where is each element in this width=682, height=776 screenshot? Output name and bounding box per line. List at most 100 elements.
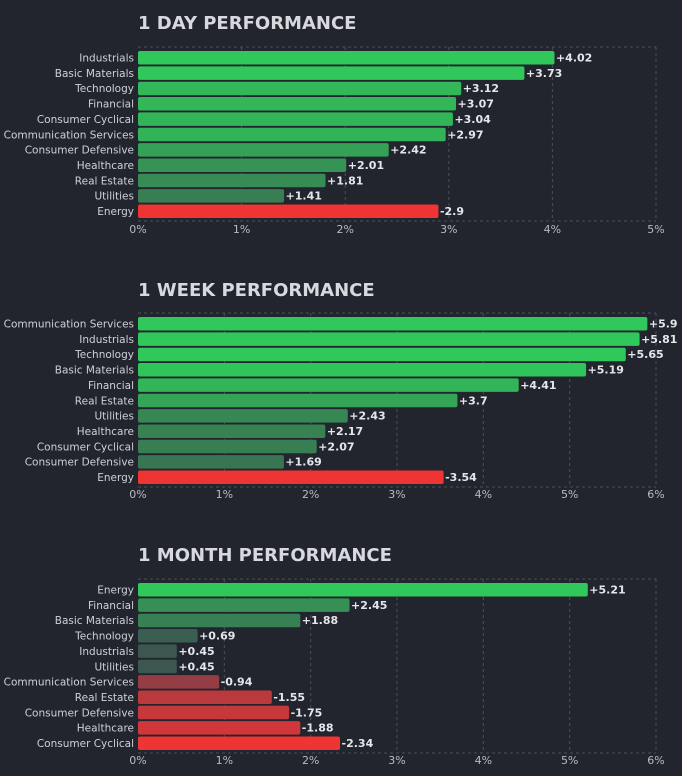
bar-industrials[interactable] [138,644,177,658]
category-label: Consumer Cyclical [37,738,134,750]
category-label: Utilities [94,411,134,423]
bar-technology[interactable] [138,347,626,362]
value-label: +1.81 [327,174,363,187]
bar-consumer-defensive[interactable] [138,705,290,720]
chart-panel-1: 1 DAY PERFORMANCE 0% 1% 2% 3% 4% 5% Industrials… [4,13,665,236]
category-label: Real Estate [75,175,134,187]
bar-communication-services[interactable] [138,675,220,689]
value-label: +2.45 [351,599,387,612]
value-label: +2.17 [327,425,363,438]
value-label: +5.21 [589,584,625,597]
value-label: +5.19 [588,364,624,377]
value-label: +5.65 [627,348,663,361]
chart-title: 1 MONTH PERFORMANCE [138,545,392,566]
bar-energy[interactable] [138,204,439,219]
bar-basic-materials[interactable] [138,66,525,80]
category-label: Consumer Defensive [25,707,134,719]
value-label: +0.69 [199,630,235,643]
category-label: Healthcare [77,723,134,735]
value-label: +5.9 [649,318,678,331]
bar-real-estate[interactable] [138,393,458,408]
x-tick-label: 4% [544,223,561,236]
category-label: Utilities [94,191,134,203]
x-tick-label: 0% [129,223,146,236]
x-tick-label: 6% [647,754,664,767]
value-label: -1.88 [302,722,334,735]
value-label: +5.81 [641,333,677,346]
bar-financial[interactable] [138,97,457,111]
x-tick-label: 1% [216,488,233,501]
x-tick-label: 3% [440,223,457,236]
category-label: Financial [88,99,134,111]
bar-real-estate[interactable] [138,173,326,188]
category-label: Communication Services [4,677,134,689]
bar-financial[interactable] [138,598,350,612]
value-label: -3.54 [445,471,477,484]
bar-basic-materials[interactable] [138,613,301,628]
value-label: +4.41 [520,379,556,392]
category-label: Consumer Cyclical [37,114,134,126]
bar-utilities[interactable] [138,189,285,203]
x-tick-label: 2% [336,223,353,236]
bar-consumer-cyclical[interactable] [138,112,453,126]
value-label: +1.69 [285,456,321,469]
x-tick-label: 4% [475,488,492,501]
category-label: Real Estate [75,692,134,704]
category-label: Healthcare [77,426,134,438]
bar-technology[interactable] [138,629,198,643]
x-tick-label: 5% [561,488,578,501]
bar-technology[interactable] [138,81,462,96]
category-label: Industrials [79,53,134,65]
bar-consumer-cyclical[interactable] [138,736,341,751]
x-tick-label: 0% [129,754,146,767]
value-label: +3.04 [454,113,491,126]
bar-consumer-defensive[interactable] [138,143,389,157]
category-label: Energy [97,206,134,218]
value-label: -0.94 [221,676,253,689]
category-label: Energy [97,472,134,484]
bar-healthcare[interactable] [138,721,301,735]
bar-healthcare[interactable] [138,158,347,172]
category-label: Consumer Cyclical [37,441,134,453]
x-tick-label: 5% [561,754,578,767]
x-tick-label: 1% [233,223,250,236]
value-label: +3.7 [459,394,488,407]
x-tick-label: 5% [647,223,664,236]
value-label: +0.45 [178,660,214,673]
chart-panel-3: 1 MONTH PERFORMANCE 0% 1% 2% 3% 4% 5% 6% Energy +… [4,545,665,767]
x-tick-label: 0% [129,488,146,501]
bar-real-estate[interactable] [138,690,272,704]
chart-title: 1 DAY PERFORMANCE [138,13,356,34]
bar-healthcare[interactable] [138,424,326,438]
bar-communication-services[interactable] [138,317,648,331]
bar-energy[interactable] [138,470,444,485]
bar-financial[interactable] [138,378,519,392]
category-label: Utilities [94,661,134,673]
bar-consumer-cyclical[interactable] [138,439,317,454]
category-label: Technology [74,349,134,361]
category-label: Industrials [79,334,134,346]
bar-industrials[interactable] [138,51,555,65]
value-label: -1.55 [273,691,305,704]
category-label: Communication Services [4,129,134,141]
value-label: +2.43 [349,410,385,423]
bar-communication-services[interactable] [138,127,446,142]
bar-utilities[interactable] [138,409,348,423]
bar-energy[interactable] [138,583,588,597]
value-label: +3.12 [463,82,499,95]
bar-industrials[interactable] [138,332,640,346]
value-label: +4.02 [556,52,592,65]
value-label: -1.75 [291,706,323,719]
value-label: +2.01 [348,159,384,172]
category-label: Financial [88,380,134,392]
category-label: Basic Materials [55,68,134,80]
x-tick-label: 4% [475,754,492,767]
bar-utilities[interactable] [138,659,177,674]
x-tick-label: 3% [388,754,405,767]
bar-consumer-defensive[interactable] [138,455,284,469]
bar-basic-materials[interactable] [138,363,587,377]
category-label: Industrials [79,646,134,658]
category-label: Energy [97,585,134,597]
category-label: Real Estate [75,395,134,407]
x-tick-label: 3% [388,488,405,501]
